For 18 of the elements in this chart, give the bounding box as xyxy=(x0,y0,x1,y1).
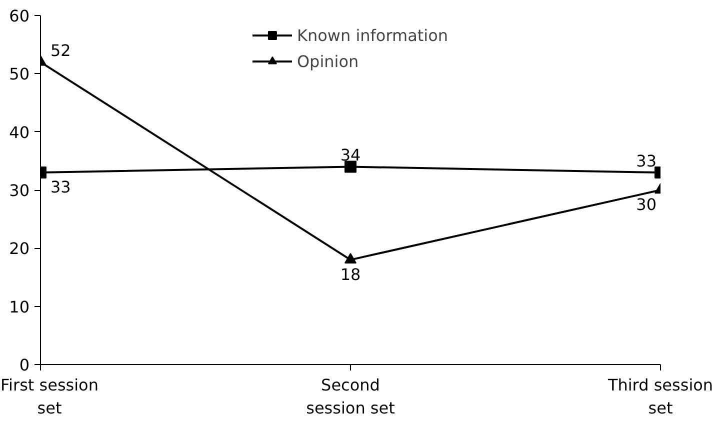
data-label: 33 xyxy=(636,152,656,171)
data-label: 52 xyxy=(50,41,71,60)
data-label: 33 xyxy=(50,178,71,197)
data-label: 34 xyxy=(340,146,361,165)
y-tick-label: 40 xyxy=(9,122,30,142)
data-label: 30 xyxy=(636,195,656,214)
y-tick-label: 60 xyxy=(9,6,30,26)
y-tick-label: 30 xyxy=(9,181,30,200)
legend-label: Known information xyxy=(296,26,448,44)
x-tick-label: First session set xyxy=(0,376,98,418)
y-tick-label: 10 xyxy=(9,297,30,316)
y-tick-label: 0 xyxy=(19,356,30,374)
data-label: 18 xyxy=(340,264,361,284)
y-tick-label: 50 xyxy=(9,64,30,84)
x-tick-label: Third session set xyxy=(606,376,714,418)
y-tick-label: 20 xyxy=(9,239,30,258)
x-tick-label: Second session set xyxy=(306,376,395,418)
legend-label: Opinion xyxy=(296,52,359,70)
